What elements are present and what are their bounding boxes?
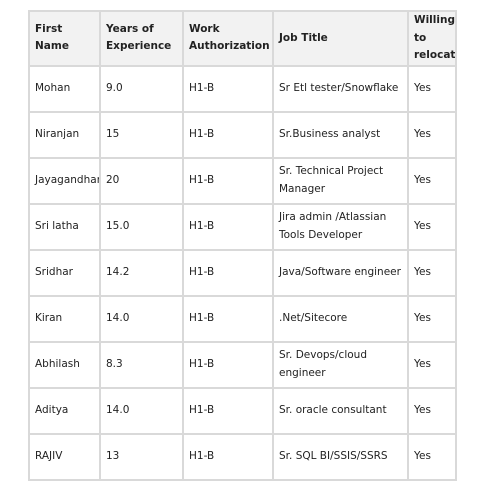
cell-years-of-experience: 14.2	[99, 248, 184, 297]
cell-years-of-experience: 8.3	[99, 340, 184, 389]
cell-first-name: Jayagandhan	[28, 156, 101, 205]
cell-years-of-experience: 20	[99, 156, 184, 205]
cell-willing-to-relocate: Yes	[407, 386, 457, 435]
cell-job-title: Sr.Business analyst	[272, 110, 409, 159]
cell-willing-to-relocate: Yes	[407, 294, 457, 343]
cell-work-authorization: H1-B	[182, 156, 274, 205]
cell-job-title: Sr. Devops/cloud engineer	[272, 340, 409, 389]
cell-work-authorization: H1-B	[182, 110, 274, 159]
candidates-table-container: First Name Years of Experience Work Auth…	[28, 10, 457, 481]
cell-first-name: Aditya	[28, 386, 101, 435]
cell-job-title: Sr. oracle consultant	[272, 386, 409, 435]
header-willing-to-relocate: Willing to relocate	[407, 10, 457, 67]
cell-first-name: Mohan	[28, 64, 101, 113]
cell-willing-to-relocate: Yes	[407, 340, 457, 389]
cell-willing-to-relocate: Yes	[407, 202, 457, 251]
cell-first-name: RAJIV	[28, 432, 101, 481]
cell-job-title: Sr. SQL BI/SSIS/SSRS	[272, 432, 409, 481]
table-row: Aditya 14.0 H1-B Sr. oracle consultant Y…	[28, 386, 457, 435]
cell-work-authorization: H1-B	[182, 294, 274, 343]
table-row: Jayagandhan 20 H1-B Sr. Technical Projec…	[28, 156, 457, 205]
cell-job-title: Jira admin /Atlassian Tools Developer	[272, 202, 409, 251]
table-row: Sridhar 14.2 H1-B Java/Software engineer…	[28, 248, 457, 297]
cell-willing-to-relocate: Yes	[407, 248, 457, 297]
cell-willing-to-relocate: Yes	[407, 110, 457, 159]
cell-work-authorization: H1-B	[182, 386, 274, 435]
cell-first-name: Sri latha	[28, 202, 101, 251]
cell-years-of-experience: 9.0	[99, 64, 184, 113]
header-job-title: Job Title	[272, 10, 409, 67]
header-years-of-experience: Years of Experience	[99, 10, 184, 67]
cell-work-authorization: H1-B	[182, 202, 274, 251]
cell-years-of-experience: 14.0	[99, 294, 184, 343]
header-work-authorization: Work Authorization	[182, 10, 274, 67]
cell-willing-to-relocate: Yes	[407, 64, 457, 113]
table-row: Kiran 14.0 H1-B .Net/Sitecore Yes	[28, 294, 457, 343]
cell-job-title: Sr Etl tester/Snowflake	[272, 64, 409, 113]
cell-first-name: Niranjan	[28, 110, 101, 159]
cell-years-of-experience: 15.0	[99, 202, 184, 251]
table-header-row: First Name Years of Experience Work Auth…	[28, 10, 457, 67]
cell-years-of-experience: 15	[99, 110, 184, 159]
cell-years-of-experience: 13	[99, 432, 184, 481]
cell-first-name: Sridhar	[28, 248, 101, 297]
cell-work-authorization: H1-B	[182, 248, 274, 297]
table-row: Niranjan 15 H1-B Sr.Business analyst Yes	[28, 110, 457, 159]
table-row: Abhilash 8.3 H1-B Sr. Devops/cloud engin…	[28, 340, 457, 389]
header-first-name: First Name	[28, 10, 101, 67]
cell-willing-to-relocate: Yes	[407, 432, 457, 481]
cell-work-authorization: H1-B	[182, 64, 274, 113]
cell-job-title: Sr. Technical Project Manager	[272, 156, 409, 205]
cell-first-name: Kiran	[28, 294, 101, 343]
cell-work-authorization: H1-B	[182, 432, 274, 481]
table-row: Mohan 9.0 H1-B Sr Etl tester/Snowflake Y…	[28, 64, 457, 113]
cell-job-title: .Net/Sitecore	[272, 294, 409, 343]
table-row: Sri latha 15.0 H1-B Jira admin /Atlassia…	[28, 202, 457, 251]
cell-willing-to-relocate: Yes	[407, 156, 457, 205]
cell-work-authorization: H1-B	[182, 340, 274, 389]
cell-first-name: Abhilash	[28, 340, 101, 389]
candidates-table: First Name Years of Experience Work Auth…	[28, 10, 457, 481]
cell-years-of-experience: 14.0	[99, 386, 184, 435]
table-row: RAJIV 13 H1-B Sr. SQL BI/SSIS/SSRS Yes	[28, 432, 457, 481]
cell-job-title: Java/Software engineer	[272, 248, 409, 297]
